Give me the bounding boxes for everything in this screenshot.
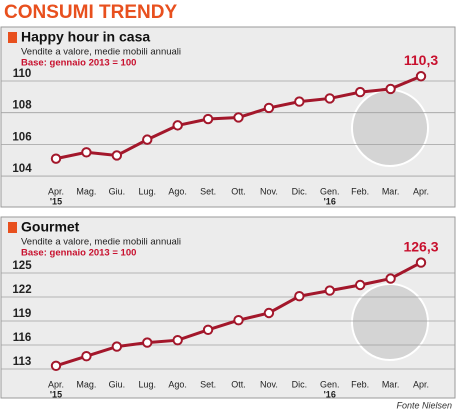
data-point: [81, 351, 92, 362]
x-tick-label: Giu.: [109, 379, 126, 389]
title-marker: [8, 32, 17, 43]
x-tick-label: Gen.: [320, 379, 340, 389]
chart-title: Gourmet: [21, 219, 80, 235]
x-tick-label: Lug.: [138, 186, 156, 196]
x-tick-label: Ago.: [168, 379, 187, 389]
data-point: [202, 113, 214, 125]
data-point: [385, 83, 396, 95]
x-tick-label: Nov.: [260, 186, 278, 196]
data-point: [202, 324, 214, 335]
data-point: [385, 273, 396, 284]
data-point: [50, 360, 62, 371]
x-tick-label: Dic.: [292, 186, 308, 196]
data-point: [324, 93, 335, 104]
data-point: [415, 71, 427, 82]
data-point: [172, 335, 183, 346]
y-tick-label: 122: [12, 284, 31, 296]
x-tick-label: Set.: [200, 186, 216, 196]
x-year-label: '15: [50, 196, 62, 206]
data-point: [81, 147, 92, 158]
y-tick-label: 108: [12, 100, 32, 112]
y-tick-label: 116: [13, 332, 32, 344]
data-point: [415, 257, 427, 268]
illustration: [351, 89, 429, 167]
x-year-label: '16: [324, 196, 336, 206]
y-tick-label: 119: [13, 308, 32, 320]
x-tick-label: Dic.: [292, 379, 308, 389]
data-point: [294, 291, 305, 302]
y-tick-label: 104: [12, 163, 32, 175]
data-point: [111, 341, 123, 352]
data-point: [324, 285, 335, 296]
x-tick-label: Ott.: [231, 379, 246, 389]
y-tick-label: 113: [13, 356, 32, 368]
x-tick-label: Mag.: [76, 186, 96, 196]
data-point: [142, 337, 153, 348]
x-tick-label: Ago.: [168, 186, 187, 196]
x-tick-label: Mag.: [76, 379, 96, 389]
x-tick-label: Nov.: [260, 379, 278, 389]
data-point: [354, 279, 366, 291]
main-title: CONSUMI TRENDY: [4, 2, 177, 23]
data-point: [263, 307, 275, 319]
y-tick-label: 110: [13, 68, 32, 80]
x-tick-label: Apr.: [413, 379, 429, 389]
base-note: Base: gennaio 2013 = 100: [21, 248, 136, 259]
data-point: [111, 150, 123, 161]
x-tick-label: Feb.: [351, 186, 369, 196]
x-tick-label: Mar.: [382, 186, 400, 196]
data-point: [50, 153, 62, 164]
subtitle: Vendite a valore, medie mobili annuali: [21, 47, 181, 58]
value-label: 110,3: [404, 52, 438, 68]
data-point: [294, 96, 305, 107]
x-tick-label: Apr.: [48, 186, 64, 196]
x-tick-label: Apr.: [413, 186, 429, 196]
source: Fonte Nielsen: [396, 400, 452, 410]
subtitle: Vendite a valore, medie mobili annuali: [21, 237, 181, 248]
title-marker: [8, 222, 17, 233]
illustration: [351, 283, 429, 361]
x-tick-label: Mar.: [382, 379, 400, 389]
x-tick-label: Set.: [200, 379, 216, 389]
data-point: [233, 112, 244, 123]
base-note: Base: gennaio 2013 = 100: [21, 58, 136, 69]
x-tick-label: Apr.: [48, 379, 64, 389]
x-tick-label: Gen.: [320, 186, 340, 196]
x-year-label: '16: [324, 389, 336, 399]
value-label: 126,3: [403, 238, 438, 254]
y-tick-label: 125: [12, 260, 32, 272]
y-tick-label: 106: [12, 131, 31, 143]
chart-title: Happy hour in casa: [21, 29, 150, 45]
x-tick-label: Lug.: [138, 379, 156, 389]
data-point: [233, 315, 244, 326]
data-point: [142, 134, 153, 145]
x-year-label: '15: [50, 389, 62, 399]
data-point: [354, 86, 366, 98]
data-point: [172, 120, 183, 131]
data-point: [263, 102, 275, 114]
x-tick-label: Giu.: [109, 186, 126, 196]
x-tick-label: Ott.: [231, 186, 246, 196]
x-tick-label: Feb.: [351, 379, 369, 389]
